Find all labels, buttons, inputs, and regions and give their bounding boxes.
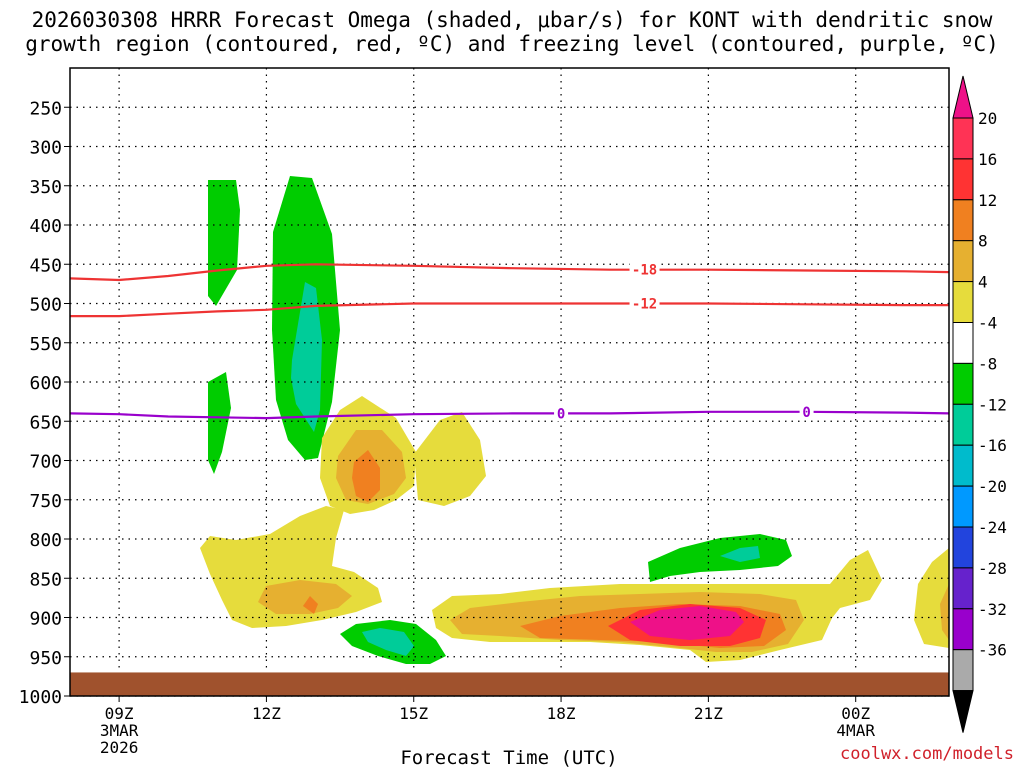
colorbar-swatch-2 — [952, 199, 974, 242]
contour-label-bg-dgz-bottom-1 — [629, 295, 660, 312]
contour-line-dgz-top — [69, 263, 950, 282]
colorbar-label-5: -4 — [978, 314, 997, 333]
colorbar-swatch-10 — [952, 526, 974, 569]
colorbar-swatch-0 — [952, 117, 974, 160]
colorbar-top-triangle — [952, 75, 974, 119]
y-tick-label-750: 750 — [29, 491, 62, 512]
colorbar-swatch-7 — [952, 403, 974, 446]
contour-label-bg-freezing-level-1 — [554, 405, 569, 422]
y-tick-label-550: 550 — [29, 334, 62, 355]
y-tick-label-650: 650 — [29, 412, 62, 433]
y-tick-label-950: 950 — [29, 648, 62, 669]
colorbar-label-1: 16 — [978, 150, 997, 169]
colorbar-swatch-3 — [952, 240, 974, 283]
omega-green-low-right — [648, 534, 792, 582]
contour-label-dgz-bottom-1: -12 — [632, 297, 657, 313]
x-tick-year-0: 2026 — [100, 738, 139, 757]
x-axis-label: Forecast Time (UTC) — [400, 747, 617, 768]
chart-title-line-2: growth region (contoured, red, ºC) and f… — [25, 32, 999, 56]
colorbar-label-10: -24 — [978, 518, 1007, 537]
y-tick-label-800: 800 — [29, 530, 62, 551]
colorbar-swatch-8 — [952, 444, 974, 487]
omega-teal-low-left — [362, 628, 414, 656]
omega-teal-core — [291, 282, 322, 432]
y-tick-label-500: 500 — [29, 295, 62, 316]
y-tick-label-700: 700 — [29, 452, 62, 473]
colorbar-label-6: -8 — [978, 354, 997, 373]
y-tick-label-350: 350 — [29, 177, 62, 198]
contour-label-freezing-level-2: 0 — [802, 405, 810, 421]
colorbar: 20 16 12 8 4 -4 -8 -12 -16 -20 -24 -28 -32 -36 — [952, 75, 1007, 733]
colorbar-label-3: 8 — [978, 232, 988, 251]
colorbar-label-9: -20 — [978, 477, 1007, 496]
omega-shading — [200, 176, 949, 664]
colorbar-label-4: 4 — [978, 273, 988, 292]
ground-layer — [70, 672, 949, 696]
chart-title-line-1: 2026030308 HRRR Forecast Omega (shaded, … — [31, 8, 993, 32]
y-tick-label-400: 400 — [29, 216, 62, 237]
contour-line-freezing-level — [69, 410, 950, 420]
omega-orange-mid — [303, 596, 318, 614]
x-tick-label-5: 00Z — [841, 704, 870, 723]
colorbar-label-11: -28 — [978, 559, 1007, 578]
omega-lightorange-right-edge — [940, 584, 949, 640]
chart-grid — [70, 68, 949, 697]
contour-label-freezing-level-1: 0 — [557, 406, 565, 422]
colorbar-swatch-6 — [952, 362, 974, 405]
omega-lightorange-mid — [258, 580, 352, 614]
colorbar-label-12: -32 — [978, 600, 1007, 619]
contour-line-dgz-bottom — [70, 302, 949, 318]
colorbar-swatch-12 — [952, 608, 974, 651]
contour-label-dgz-top-1: -18 — [632, 263, 657, 279]
omega-green-column-a — [208, 180, 240, 306]
colorbar-swatch-4 — [952, 281, 974, 324]
y-tick-label-600: 600 — [29, 373, 62, 394]
omega-orange-upper — [352, 450, 380, 502]
colorbar-label-8: -16 — [978, 436, 1007, 455]
x-tick-label-3: 18Z — [547, 704, 576, 723]
contour-label-bg-dgz-top-1 — [629, 261, 660, 278]
ground-fill — [70, 672, 949, 696]
y-tick-label-1000: 1000 — [19, 687, 62, 708]
y-tick-label-850: 850 — [29, 569, 62, 590]
colorbar-swatch-11 — [952, 567, 974, 610]
colorbar-label-2: 12 — [978, 191, 997, 210]
x-tick-label-2: 15Z — [399, 704, 428, 723]
colorbar-swatch-1 — [952, 158, 974, 201]
x-tick-label-0: 09Z — [105, 704, 134, 723]
colorbar-label-7: -12 — [978, 395, 1007, 414]
y-tick-label-300: 300 — [29, 138, 62, 159]
omega-yellow-right-edge — [914, 548, 949, 648]
contour-label-bg-freezing-level-2 — [799, 403, 814, 420]
x-tick-label-4: 21Z — [694, 704, 723, 723]
temperature-contours: -18 -12 0 0 — [69, 261, 950, 422]
omega-magenta-core — [630, 606, 744, 640]
colorbar-bottom-triangle — [952, 690, 974, 733]
colorbar-swatch-13 — [952, 649, 974, 692]
colorbar-label-0: 20 — [978, 109, 997, 128]
omega-green-column-b — [208, 372, 231, 474]
credit-text: coolwx.com/models — [840, 744, 1014, 764]
x-tick-label-1: 12Z — [252, 704, 281, 723]
omega-teal-low-right — [720, 546, 760, 562]
x-tick-date-0: 3MAR — [100, 721, 139, 740]
y-tick-label-450: 450 — [29, 255, 62, 276]
y-axis: 250 300 350 400 450 500 550 600 650 700 750 800 850 9… — [19, 98, 70, 708]
x-tick-date-5: 4MAR — [836, 721, 875, 740]
colorbar-swatch-5 — [952, 322, 974, 364]
y-tick-label-900: 900 — [29, 609, 62, 630]
omega-yellow-upper-right — [414, 412, 486, 506]
colorbar-swatch-9 — [952, 485, 974, 528]
colorbar-label-13: -36 — [978, 641, 1007, 660]
y-tick-label-250: 250 — [29, 98, 62, 119]
